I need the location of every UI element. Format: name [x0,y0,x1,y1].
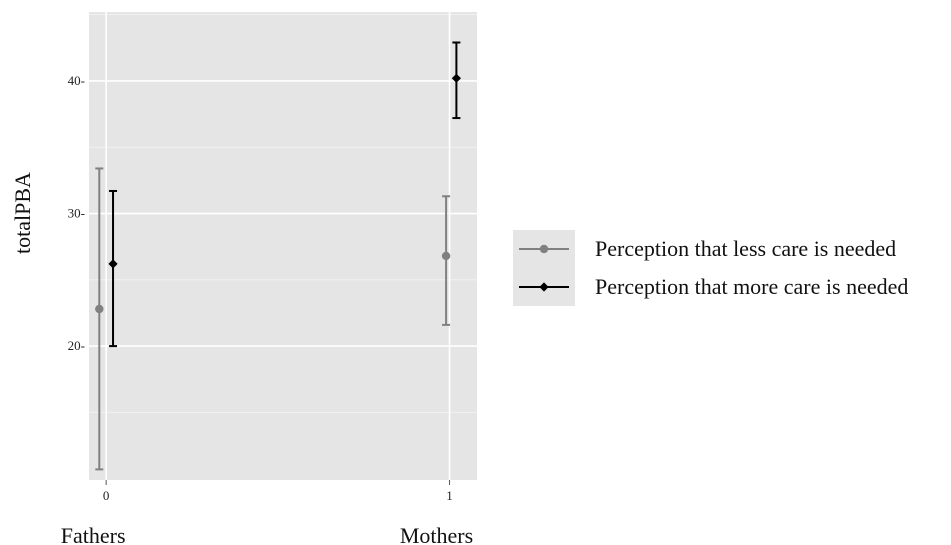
legend-label: Perception that less care is needed [595,236,896,261]
x-tick-label: 1 [446,488,453,503]
y-axis: 20- 30- 40- [68,73,85,353]
series-layer [95,41,461,471]
data-point [95,304,104,314]
legend-key-marker [539,282,549,292]
x-tick-label: 0 [103,488,110,503]
grid-minor [89,14,477,413]
x-group-label: Fathers [61,523,126,545]
data-point [108,259,118,269]
legend-key-marker [539,244,549,254]
y-tick-label: 20- [68,338,85,353]
x-axis: 0 Fathers 1 Mothers [61,480,473,545]
data-point [451,73,461,83]
x-group-label: Mothers [400,523,473,545]
y-axis-title: totalPBA [10,172,35,254]
data-point [441,251,451,261]
legend: Perception that less care is needed Perce… [513,230,908,306]
y-tick-label: 40- [68,73,85,88]
plot-panel [89,12,477,480]
legend-label: Perception that more care is needed [595,274,908,299]
y-tick-label: 30- [68,206,85,221]
grid-major [89,12,477,480]
